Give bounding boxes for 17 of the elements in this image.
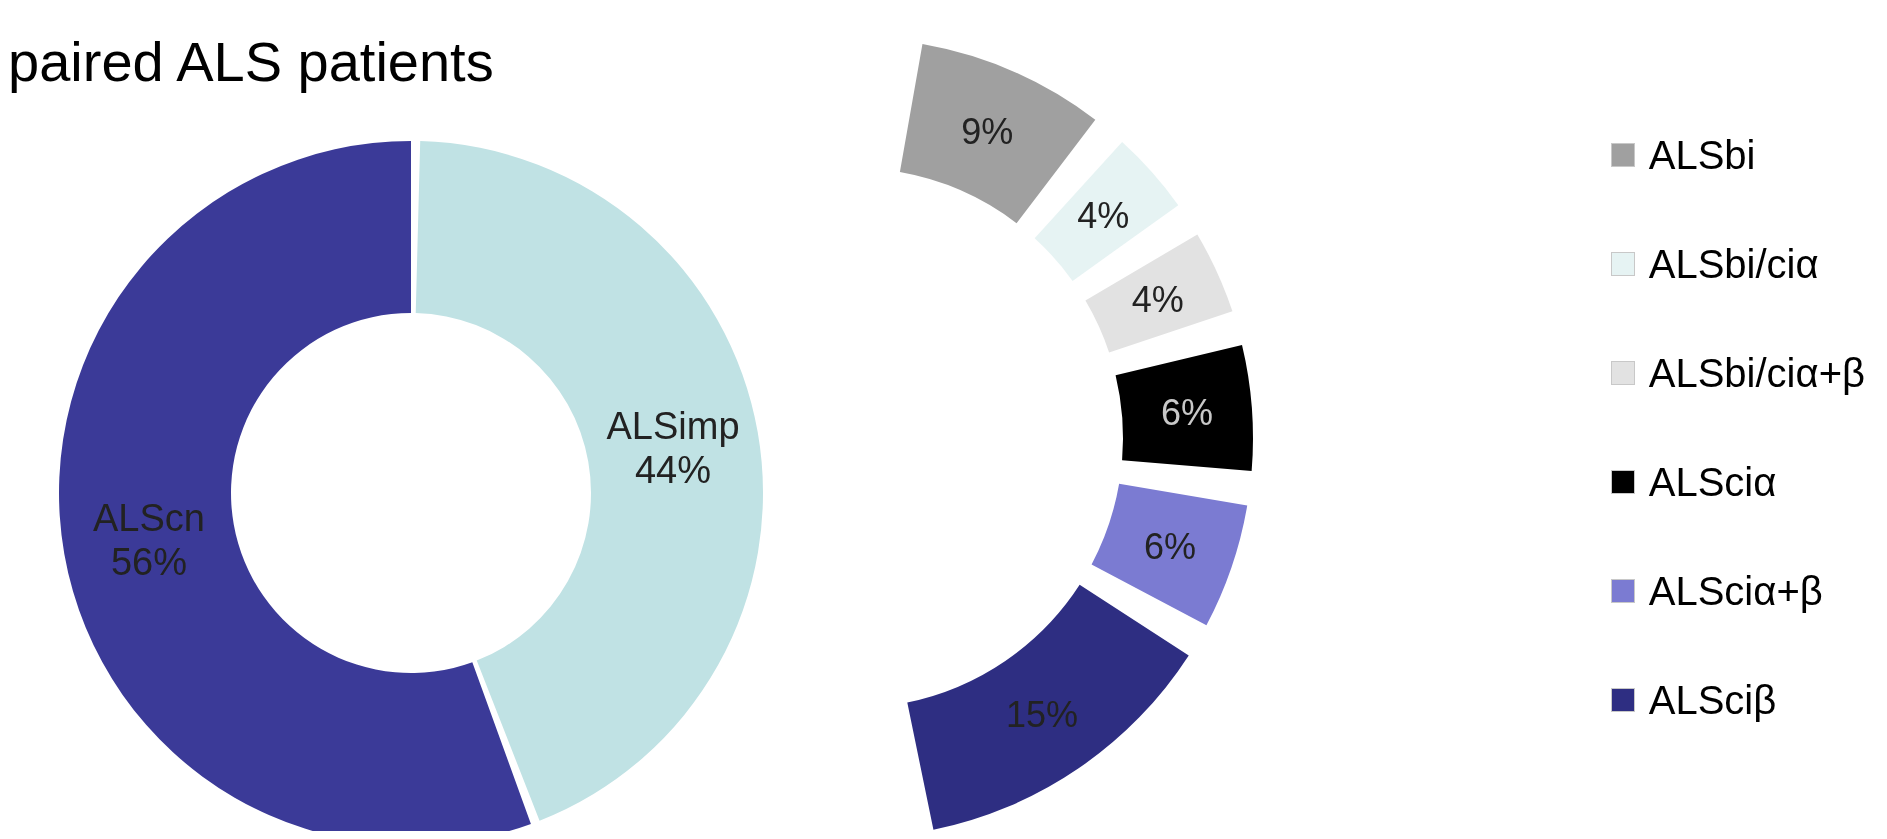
legend-label: ALSciα+β [1648,568,1823,614]
data-label: 56% [110,541,188,584]
data-label: 4% [1077,194,1130,236]
data-label: 44% [634,449,712,492]
legend-label: ALSbi/ciα+β [1648,350,1865,396]
chart-title: paired ALS patients [8,30,494,94]
data-label: 6% [1144,525,1197,567]
legend-label: ALSbi/ciα [1648,241,1819,287]
data-label: 9% [961,110,1014,152]
legend-label: ALSbi [1648,132,1756,178]
data-label: 4% [1131,278,1184,320]
legend-label: ALSciβ [1648,677,1777,723]
slice-label: ALScn [93,497,205,540]
legend-label: ALSciα [1648,459,1777,505]
data-label: 15% [1005,694,1078,736]
slice-label: ALSimp [606,405,740,448]
data-label: 6% [1161,392,1214,434]
